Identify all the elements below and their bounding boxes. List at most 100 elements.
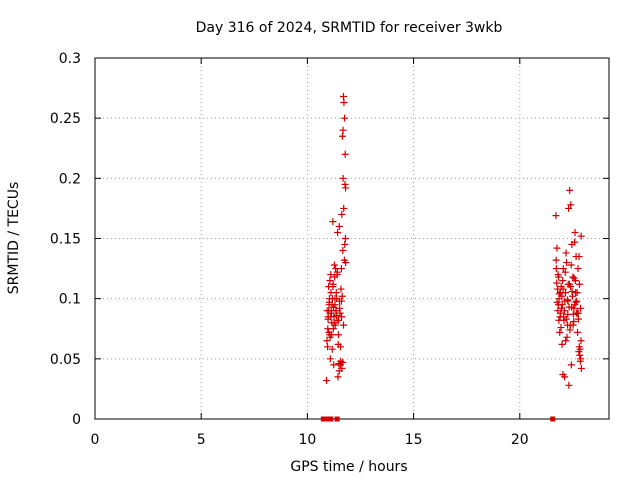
data-point-event-1 <box>326 333 334 341</box>
data-point-event-1 <box>338 364 346 372</box>
data-point-event-1 <box>337 285 345 293</box>
data-point-event-2 <box>576 351 584 359</box>
data-point-event-2 <box>561 268 569 276</box>
y-tick-label: 0.3 <box>59 51 81 67</box>
data-point-event-1 <box>335 222 343 230</box>
data-point-event-1 <box>336 309 344 317</box>
data-point-event-1 <box>338 132 346 140</box>
baseline-marker <box>334 416 340 422</box>
data-point-event-2 <box>567 283 575 291</box>
data-point-event-2 <box>566 186 574 194</box>
data-point-event-2 <box>567 201 575 209</box>
data-point-event-2 <box>571 238 579 246</box>
data-point-event-2 <box>565 204 573 212</box>
data-point-event-1 <box>339 126 347 134</box>
data-point-event-1 <box>334 228 342 236</box>
data-point-event-2 <box>562 337 570 345</box>
data-point-event-2 <box>555 316 563 324</box>
data-point-event-1 <box>323 376 331 384</box>
y-tick-label: 0.15 <box>50 232 81 248</box>
data-point-event-1 <box>329 218 337 226</box>
data-point-event-2 <box>559 277 567 285</box>
data-point-event-2 <box>552 265 560 273</box>
y-tick-label: 0.05 <box>50 352 81 368</box>
data-point-event-1 <box>328 345 336 353</box>
data-point-event-2 <box>575 280 583 288</box>
data-point-event-1 <box>338 210 346 218</box>
data-point-event-2 <box>567 361 575 369</box>
x-tick-label: 15 <box>405 432 423 448</box>
data-point-event-1 <box>338 292 346 300</box>
data-point-event-2 <box>577 337 585 345</box>
data-point-event-1 <box>333 268 341 276</box>
data-point-event-2 <box>570 318 578 326</box>
y-axis-title: SRMTID / TECUs <box>6 182 22 295</box>
data-point-event-2 <box>556 289 564 297</box>
data-point-event-1 <box>324 343 332 351</box>
data-points <box>320 93 585 422</box>
data-point-event-2 <box>553 279 561 287</box>
data-point-event-2 <box>559 265 567 273</box>
grid <box>95 58 609 419</box>
data-point-event-1 <box>335 297 343 305</box>
data-point-event-2 <box>569 321 577 329</box>
data-point-event-2 <box>565 381 573 389</box>
data-point-event-2 <box>567 261 575 269</box>
data-point-event-1 <box>338 313 346 321</box>
data-point-event-1 <box>323 307 331 315</box>
data-point-event-1 <box>331 295 339 303</box>
y-tick-label: 0.2 <box>59 171 81 187</box>
y-tick-label: 0.25 <box>50 111 81 127</box>
data-point-event-1 <box>341 114 349 122</box>
data-point-event-1 <box>330 361 338 369</box>
data-point-event-1 <box>331 321 339 329</box>
data-point-event-1 <box>332 307 340 315</box>
data-point-event-2 <box>562 249 570 257</box>
data-point-event-2 <box>573 297 581 305</box>
data-point-event-1 <box>326 277 334 285</box>
data-point-event-1 <box>337 343 345 351</box>
data-point-event-2 <box>571 301 579 309</box>
x-tick-label: 5 <box>197 432 206 448</box>
data-point-event-1 <box>327 289 335 297</box>
x-tick-label: 10 <box>298 432 316 448</box>
data-point-event-1 <box>339 174 347 182</box>
data-point-event-2 <box>552 212 560 220</box>
data-point-event-2 <box>564 310 572 318</box>
data-point-event-1 <box>323 337 331 345</box>
data-point-event-1 <box>334 373 342 381</box>
data-point-event-1 <box>332 312 340 320</box>
data-point-event-1 <box>341 150 349 158</box>
data-point-event-2 <box>563 296 571 304</box>
data-point-event-1 <box>340 321 348 329</box>
baseline-marker <box>322 416 328 422</box>
y-tick-label: 0.1 <box>59 292 81 308</box>
data-point-event-2 <box>561 373 569 381</box>
data-point-event-1 <box>330 303 338 311</box>
data-point-event-2 <box>572 289 580 297</box>
data-point-event-2 <box>574 315 582 323</box>
data-point-event-2 <box>568 287 576 295</box>
data-point-event-2 <box>558 340 566 348</box>
data-point-event-2 <box>577 304 585 312</box>
data-point-event-2 <box>562 315 570 323</box>
data-point-event-1 <box>337 357 345 365</box>
y-tick-label: 0 <box>72 412 81 428</box>
data-point-event-2 <box>574 265 582 273</box>
data-point-event-2 <box>557 324 565 332</box>
data-point-event-1 <box>341 180 349 188</box>
x-axis-title: GPS time / hours <box>290 459 407 475</box>
data-point-event-1 <box>325 298 333 306</box>
data-point-event-2 <box>577 364 585 372</box>
data-point-event-2 <box>575 253 583 261</box>
data-point-event-1 <box>340 99 348 107</box>
data-point-event-2 <box>569 273 577 281</box>
data-point-event-1 <box>339 247 347 255</box>
data-point-event-1 <box>327 309 335 317</box>
data-point-event-2 <box>570 274 578 282</box>
baseline-marker <box>550 416 556 422</box>
data-point-event-2 <box>563 259 571 267</box>
data-point-event-2 <box>556 328 564 336</box>
data-point-event-2 <box>576 345 584 353</box>
